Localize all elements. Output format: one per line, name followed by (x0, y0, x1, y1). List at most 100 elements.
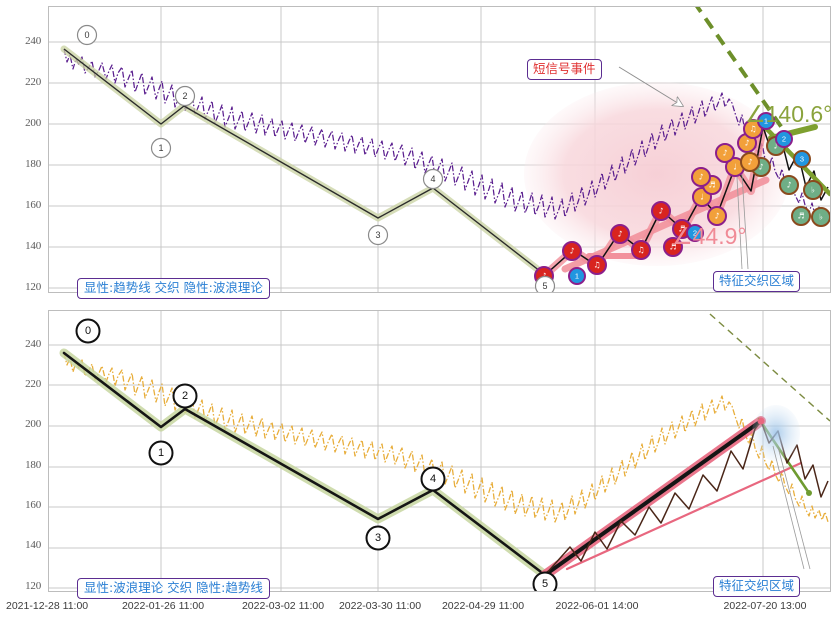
pivot-marker-1: 1 (150, 137, 172, 159)
y-tick-180: 180 (25, 158, 41, 170)
wave-marker-numbered: 1 (568, 267, 586, 285)
y-tick-200: 200 (25, 418, 41, 430)
wave-marker: ♫ (587, 255, 607, 275)
angle-label-lower: ∠44.9° (672, 223, 747, 249)
svg-text:1: 1 (158, 143, 163, 153)
y-tick-220: 220 (25, 378, 41, 390)
y-tick-160: 160 (25, 499, 41, 511)
wave-marker: ♬ (791, 206, 811, 226)
x-tick-6: 2022-07-20 13:00 (723, 600, 807, 612)
svg-text:3: 3 (800, 155, 804, 164)
svg-text:2: 2 (182, 390, 188, 402)
bottom-lower-channel (565, 461, 803, 571)
y-tick-240: 240 (25, 35, 41, 47)
top-wave-skeleton (63, 48, 546, 276)
zone-leader-line (735, 158, 749, 270)
svg-text:♬: ♬ (678, 225, 685, 234)
bottom-chart-legend: 显性:波浪理论 交织 隐性:趋势线 (77, 578, 270, 599)
feature-zone-callout-top[interactable]: 特征交织区域 (713, 271, 801, 292)
x-tick-0: 2021-12-28 11:00 (6, 600, 89, 612)
top-plot-canvas: ♪ ♪ ♫ ♪ ♫ ♪ (49, 7, 830, 292)
svg-text:3: 3 (375, 532, 381, 544)
svg-text:5: 5 (542, 578, 548, 590)
blue-zone-ellipse (752, 405, 800, 461)
wave-marker: ♪ (562, 241, 582, 261)
svg-text:♪: ♪ (698, 173, 703, 182)
top-plot-area: ♪ ♪ ♫ ♪ ♫ ♪ (48, 6, 831, 293)
event-callout-arrow (618, 66, 676, 102)
bottom-rally-trendline (543, 419, 763, 577)
pivot-marker-3: 3 (365, 525, 391, 551)
svg-text:♪: ♪ (722, 149, 727, 158)
svg-text:4: 4 (430, 473, 436, 485)
bottom-downtrend-endpoint (806, 490, 812, 496)
y-tick-120: 120 (25, 580, 41, 592)
svg-text:♪: ♪ (714, 212, 719, 221)
top-chart-panel: 240 220 200 180 160 140 120 (0, 0, 839, 300)
y-tick-120: 120 (25, 281, 41, 293)
svg-text:4: 4 (430, 174, 435, 184)
wave-marker: ♪ (651, 201, 671, 221)
svg-text:♪: ♪ (773, 142, 778, 151)
svg-text:♪: ♪ (617, 230, 622, 239)
svg-text:♪: ♪ (747, 158, 752, 167)
svg-text:♭: ♭ (819, 213, 823, 222)
pivot-marker-4: 4 (422, 168, 444, 190)
x-tick-2: 2022-03-02 11:00 (241, 600, 325, 612)
pivot-marker-2: 2 (172, 383, 198, 409)
wave-marker: ♪ (779, 175, 799, 195)
zone-leader-line (772, 445, 811, 570)
wave-marker: ♪ (715, 143, 735, 163)
svg-text:♪: ♪ (758, 163, 763, 172)
bottom-y-axis: 240 220 200 180 160 140 120 (0, 304, 48, 594)
top-dashed-resistance (695, 7, 789, 137)
wave-marker: ♪ (740, 152, 760, 172)
svg-text:0: 0 (84, 30, 89, 40)
pivot-marker-4: 4 (420, 466, 446, 492)
wave-marker: ♫ (631, 240, 651, 260)
wave-marker-numbered: 1 (757, 112, 775, 130)
svg-text:♫: ♫ (749, 125, 756, 134)
svg-text:♫: ♫ (593, 261, 600, 270)
svg-text:1: 1 (764, 117, 768, 126)
feature-zone-callout-bottom[interactable]: 特征交织区域 (713, 576, 801, 597)
y-tick-220: 220 (25, 76, 41, 88)
top-y-axis: 240 220 200 180 160 140 120 (0, 0, 48, 300)
svg-text:♪: ♪ (658, 207, 663, 216)
bottom-dashed-trendline (705, 311, 830, 422)
wave-marker-numbered: 3 (793, 150, 811, 168)
pivot-marker-group: 0 1 2 3 4 5 (75, 318, 558, 591)
pivot-marker-2: 2 (174, 85, 196, 107)
svg-text:2: 2 (182, 91, 187, 101)
svg-text:2: 2 (782, 135, 786, 144)
wave-marker: ♬ (663, 237, 683, 257)
y-tick-180: 180 (25, 459, 41, 471)
svg-text:♬: ♬ (669, 243, 676, 252)
svg-text:♬: ♬ (797, 212, 804, 221)
wave-marker: ♪ (691, 167, 711, 187)
x-tick-3: 2022-03-30 11:00 (338, 600, 422, 612)
svg-text:♪: ♪ (786, 181, 791, 190)
y-tick-140: 140 (25, 240, 41, 252)
wave-marker: ♭ (811, 207, 830, 227)
y-tick-160: 160 (25, 199, 41, 211)
svg-text:5: 5 (542, 281, 547, 291)
bottom-dominant-wave-halo (59, 348, 550, 580)
svg-text:♬: ♬ (708, 181, 715, 190)
svg-text:0: 0 (85, 325, 91, 337)
top-chart-legend: 显性:趋势线 交织 隐性:波浪理论 (77, 278, 270, 299)
y-tick-200: 200 (25, 117, 41, 129)
y-tick-240: 240 (25, 338, 41, 350)
svg-text:1: 1 (575, 272, 579, 281)
pivot-marker-0: 0 (76, 24, 98, 46)
short-signal-event-callout[interactable]: 短信号事件 (527, 59, 602, 80)
pivot-marker-group: 0 1 2 3 4 5 (76, 24, 556, 292)
peak-highlight-dot (757, 417, 765, 425)
bottom-dominant-wave (62, 351, 547, 577)
svg-text:♪: ♪ (569, 247, 574, 256)
x-tick-5: 2022-06-01 14:00 (555, 600, 639, 612)
svg-text:3: 3 (375, 230, 380, 240)
svg-text:♩: ♩ (733, 163, 737, 172)
pivot-marker-0: 0 (75, 318, 101, 344)
